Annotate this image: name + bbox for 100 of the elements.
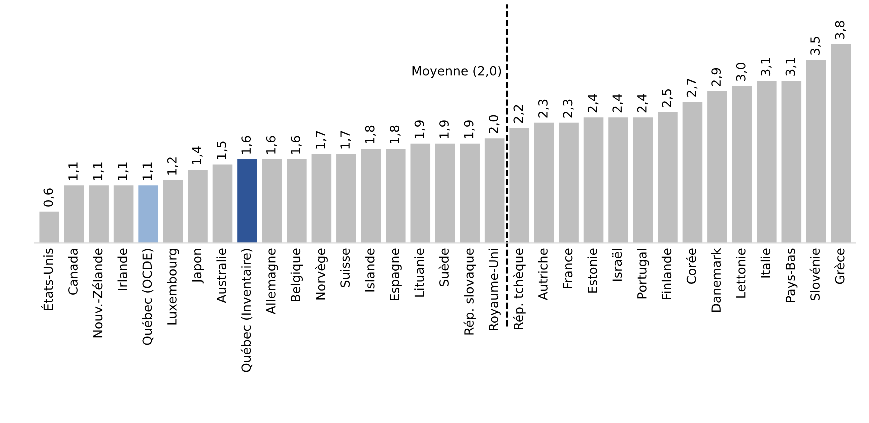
bar: [658, 112, 678, 244]
x-tick-label: Pays-Bas: [786, 248, 798, 302]
x-tick-label: Japon: [192, 249, 204, 284]
bar: [386, 149, 406, 244]
data-label: 1,7: [316, 131, 327, 149]
x-tick-label: États-Unis: [41, 248, 54, 310]
bar: [114, 186, 134, 244]
data-label: 1,9: [414, 120, 426, 138]
data-label: 1,9: [464, 120, 475, 138]
bar: [484, 138, 505, 244]
x-tick-label: Lituanie: [414, 248, 424, 297]
bar: [534, 122, 554, 244]
data-label: 1,1: [68, 162, 80, 180]
bar: [312, 154, 332, 244]
bar: [287, 160, 307, 244]
bar: [188, 170, 208, 244]
x-tick-label: Portugal: [637, 249, 650, 299]
x-tick-label: Allemagne: [266, 248, 278, 315]
bar: [460, 144, 480, 244]
data-label: 2,5: [662, 89, 673, 108]
x-tick-label: Irlande: [118, 248, 128, 290]
data-label: 1,8: [390, 126, 401, 144]
bar: [682, 102, 703, 244]
x-tick-label: Canada: [68, 249, 78, 295]
data-label: 2,4: [637, 94, 648, 113]
x-tick-label: Québec (Inventaire): [240, 249, 253, 372]
bar: [262, 160, 282, 244]
data-label: 1,1: [118, 162, 129, 180]
x-tick-label: Corée: [686, 248, 696, 284]
bar: [361, 149, 382, 244]
data-label: 2,2: [514, 105, 524, 124]
bar: [89, 186, 109, 244]
bar: [435, 144, 456, 244]
data-label: 2,4: [588, 94, 599, 113]
x-tick-label: Québec (OCDE): [142, 249, 154, 346]
data-label: 3,8: [835, 21, 846, 40]
bar: [831, 44, 852, 244]
x-tick-label: Israël: [612, 249, 622, 282]
data-label: 2,3: [538, 100, 550, 118]
data-label: 1,6: [266, 136, 278, 154]
bar: [559, 122, 579, 244]
data-label: 1,4: [192, 146, 203, 164]
bar: [410, 144, 431, 244]
data-label: 1,6: [291, 136, 302, 154]
data-label: 1,7: [340, 131, 352, 149]
bar: [138, 186, 158, 244]
bar: [64, 186, 84, 244]
x-tick-label: Rép. slovaque: [464, 248, 476, 335]
bar: [732, 86, 752, 244]
data-label: 1,9: [440, 120, 450, 138]
x-tick-label: Estonie: [588, 248, 598, 293]
x-tick-label: Belgique: [290, 248, 303, 302]
data-label: 3,1: [786, 58, 797, 76]
bar: [757, 81, 777, 244]
x-tick-label: Royaume-Uni: [488, 249, 501, 331]
bar: [584, 118, 604, 244]
data-label: 2,7: [686, 78, 698, 97]
x-tick-label: Autriche: [538, 248, 548, 300]
bar: [708, 92, 728, 244]
bar: [608, 118, 628, 244]
bar: [336, 154, 356, 244]
bar: [806, 60, 826, 244]
bar: [633, 118, 654, 244]
x-tick-label: Luxembourg: [167, 249, 180, 325]
x-tick-label: Nouv.-Zélande: [92, 248, 103, 338]
x-tick-label: Suède: [438, 248, 449, 286]
x-tick-label: France: [563, 248, 573, 288]
x-tick-label: Espagne: [390, 248, 402, 300]
data-label: 1,5: [217, 142, 228, 160]
x-tick-label: Rép. tchèque: [513, 248, 526, 330]
data-label: 2,0: [489, 115, 500, 134]
bar: [238, 160, 258, 244]
bar: [510, 128, 530, 244]
data-label: 3,0: [736, 63, 748, 82]
data-label: 0,6: [44, 188, 55, 207]
annotation: Moyenne (2,0): [412, 66, 502, 78]
bar: [40, 212, 60, 244]
x-tick-label: Grèce: [834, 248, 845, 284]
x-tick-label: Australie: [216, 248, 226, 304]
x-tick-label: Norvège: [315, 248, 328, 300]
x-tick-label: Finlande: [662, 248, 672, 300]
data-label: 1,2: [167, 158, 178, 175]
data-label: 2,4: [612, 94, 624, 113]
x-tick-label: Suisse: [340, 248, 350, 288]
x-tick-label: Danemark: [711, 248, 722, 312]
data-label: 1,8: [365, 126, 376, 144]
data-label: 1,1: [93, 162, 104, 180]
x-tick-label: Lettonie: [736, 248, 746, 298]
data-label: 2,3: [563, 100, 574, 118]
bar: [782, 81, 802, 244]
data-label: 1,1: [142, 162, 154, 180]
data-label: 3,1: [761, 58, 772, 76]
x-tick-label: Islande: [365, 248, 375, 292]
bar: [163, 180, 184, 244]
x-tick-label: Slovénie: [810, 248, 820, 300]
data-label: 2,9: [712, 68, 722, 86]
data-label: 3,5: [810, 37, 822, 55]
bar: [212, 164, 233, 244]
x-tick-label: Italie: [760, 248, 771, 278]
data-label: 1,6: [242, 136, 252, 154]
